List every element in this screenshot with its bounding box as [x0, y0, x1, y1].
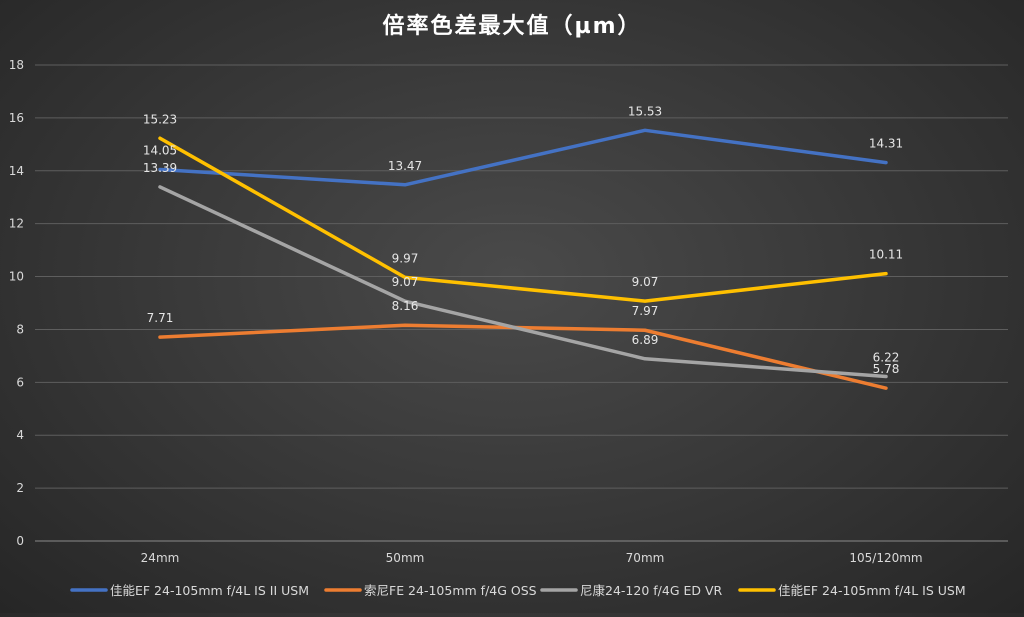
data-label: 14.31 — [869, 137, 903, 151]
y-axis: 0 2 4 6 8 10 12 14 16 18 — [9, 58, 24, 548]
legend-label: 佳能EF 24-105mm f/4L IS USM — [778, 583, 966, 598]
data-label: 6.89 — [632, 333, 659, 347]
series-line — [158, 128, 888, 187]
legend: 佳能EF 24-105mm f/4L IS II USM 索尼FE 24-105m… — [70, 583, 966, 598]
legend-label: 佳能EF 24-105mm f/4L IS II USM — [110, 583, 309, 598]
data-label: 13.47 — [388, 159, 422, 173]
y-tick-label: 10 — [9, 270, 24, 284]
data-label: 14.05 — [143, 143, 177, 157]
data-point — [403, 323, 407, 327]
gridlines — [35, 64, 1008, 542]
data-point — [643, 357, 647, 361]
data-point — [158, 185, 162, 189]
y-tick-label: 16 — [9, 111, 24, 125]
series-3 — [158, 185, 888, 379]
data-point — [884, 272, 888, 276]
data-point — [158, 136, 162, 140]
x-tick-label: 50mm — [386, 551, 425, 565]
data-label: 9.97 — [392, 251, 419, 265]
data-point — [403, 183, 407, 187]
data-label: 9.07 — [632, 275, 659, 289]
data-point — [643, 299, 647, 303]
series-line — [158, 136, 888, 303]
data-labels: 14.05 13.47 15.53 14.31 7.71 8.16 7.97 5.78 13.3… — [143, 104, 903, 376]
data-point — [884, 161, 888, 165]
data-label: 9.07 — [392, 275, 419, 289]
y-tick-label: 0 — [16, 534, 24, 548]
y-tick-label: 8 — [16, 322, 24, 336]
x-tick-label: 70mm — [626, 551, 665, 565]
y-tick-label: 2 — [16, 481, 24, 495]
y-tick-label: 4 — [16, 428, 24, 442]
y-tick-label: 18 — [9, 58, 24, 72]
data-point — [158, 167, 162, 171]
data-label: 13.39 — [143, 161, 177, 175]
y-tick-label: 14 — [9, 164, 24, 178]
x-axis: 24mm 50mm 70mm 105/120mm — [141, 551, 923, 565]
legend-label: 尼康24-120 f/4G ED VR — [580, 583, 723, 598]
series-line — [158, 185, 888, 379]
series-2 — [158, 323, 888, 390]
data-point — [158, 335, 162, 339]
data-label: 15.23 — [143, 112, 177, 126]
x-tick-label: 105/120mm — [849, 551, 922, 565]
data-point — [403, 299, 407, 303]
data-label: 8.16 — [392, 299, 419, 313]
series-1 — [158, 128, 888, 187]
y-tick-label: 12 — [9, 217, 24, 231]
data-label: 10.11 — [869, 248, 903, 262]
series-line — [158, 323, 888, 390]
data-point — [403, 275, 407, 279]
x-tick-label: 24mm — [141, 551, 180, 565]
data-point — [884, 375, 888, 379]
series-4 — [158, 136, 888, 303]
data-point — [884, 386, 888, 390]
data-label: 6.22 — [873, 351, 900, 365]
data-label: 15.53 — [628, 104, 662, 118]
data-label: 7.71 — [147, 311, 174, 325]
data-point — [643, 128, 647, 132]
y-tick-label: 6 — [16, 375, 24, 389]
data-label: 5.78 — [873, 362, 900, 376]
chart-title: 倍率色差最大值（µm） — [382, 14, 642, 39]
legend-label: 索尼FE 24-105mm f/4G OSS — [364, 583, 537, 598]
data-label: 7.97 — [632, 304, 659, 318]
data-point — [643, 328, 647, 332]
